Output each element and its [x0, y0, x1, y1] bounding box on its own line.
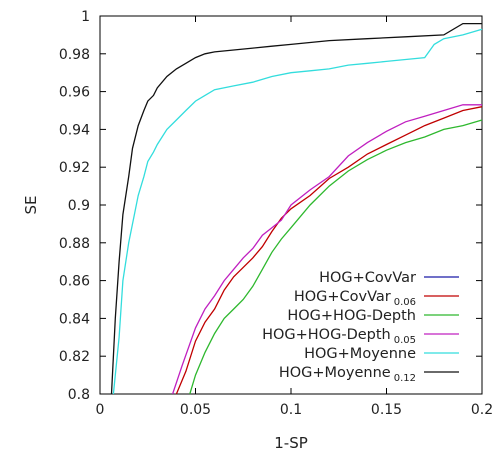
y-tick-label: 0.98: [59, 47, 90, 63]
series-line-1: [175, 106, 483, 395]
legend-label-5: HOG+Moyenne 0.12: [279, 365, 416, 384]
y-tick-label: 0.82: [59, 349, 90, 365]
series-line-3: [171, 104, 482, 395]
legend-subscript: 0.05: [394, 335, 416, 346]
series-line-5: [110, 22, 482, 395]
x-tick-label: 0.15: [371, 402, 402, 418]
x-tick-label: 0.1: [280, 402, 302, 418]
y-tick-label: 0.94: [59, 122, 90, 138]
legend-label-0: HOG+CovVar: [319, 270, 416, 286]
y-tick-label: 1: [81, 9, 90, 25]
x-tick-label: 0.2: [471, 402, 493, 418]
legend-subscript: 0.12: [394, 373, 416, 384]
legend-label-3: HOG+HOG-Depth 0.05: [262, 327, 416, 346]
y-tick-label: 0.92: [59, 160, 90, 176]
y-tick-label: 0.86: [59, 274, 90, 290]
legend-subscript: 0.06: [394, 297, 416, 308]
legend-name: HOG+CovVar: [319, 270, 416, 286]
y-axis-label: SE: [22, 196, 40, 215]
legend-name: HOG+HOG-Depth: [287, 308, 416, 324]
series-lines: [110, 22, 483, 395]
y-tick-label: 0.9: [68, 198, 90, 214]
y-tick-label: 0.8: [68, 387, 90, 403]
x-tick-label: 0.05: [180, 402, 211, 418]
legend-name: HOG+Moyenne: [279, 365, 391, 381]
legend-name: HOG+CovVar: [294, 289, 391, 305]
legend-name: HOG+Moyenne: [304, 346, 416, 362]
legend-label-2: HOG+HOG-Depth: [287, 308, 416, 324]
series-line-4: [112, 28, 483, 395]
legend-label-1: HOG+CovVar 0.06: [294, 289, 416, 308]
x-tick-label: 0: [96, 402, 105, 418]
series-line-2: [189, 119, 483, 395]
y-tick-label: 0.88: [59, 236, 90, 252]
legend-label-4: HOG+Moyenne: [304, 346, 416, 362]
legend-name: HOG+HOG-Depth: [262, 327, 391, 343]
y-tick-label: 0.84: [59, 311, 90, 327]
x-axis-label: 1-SP: [274, 434, 308, 452]
axis-ticks: 0 0.05 0.1 0.15 0.2 0.8 0.82 0.84 0.86 0.88 0.9 0.9…: [59, 9, 493, 418]
y-tick-label: 0.96: [59, 85, 90, 101]
